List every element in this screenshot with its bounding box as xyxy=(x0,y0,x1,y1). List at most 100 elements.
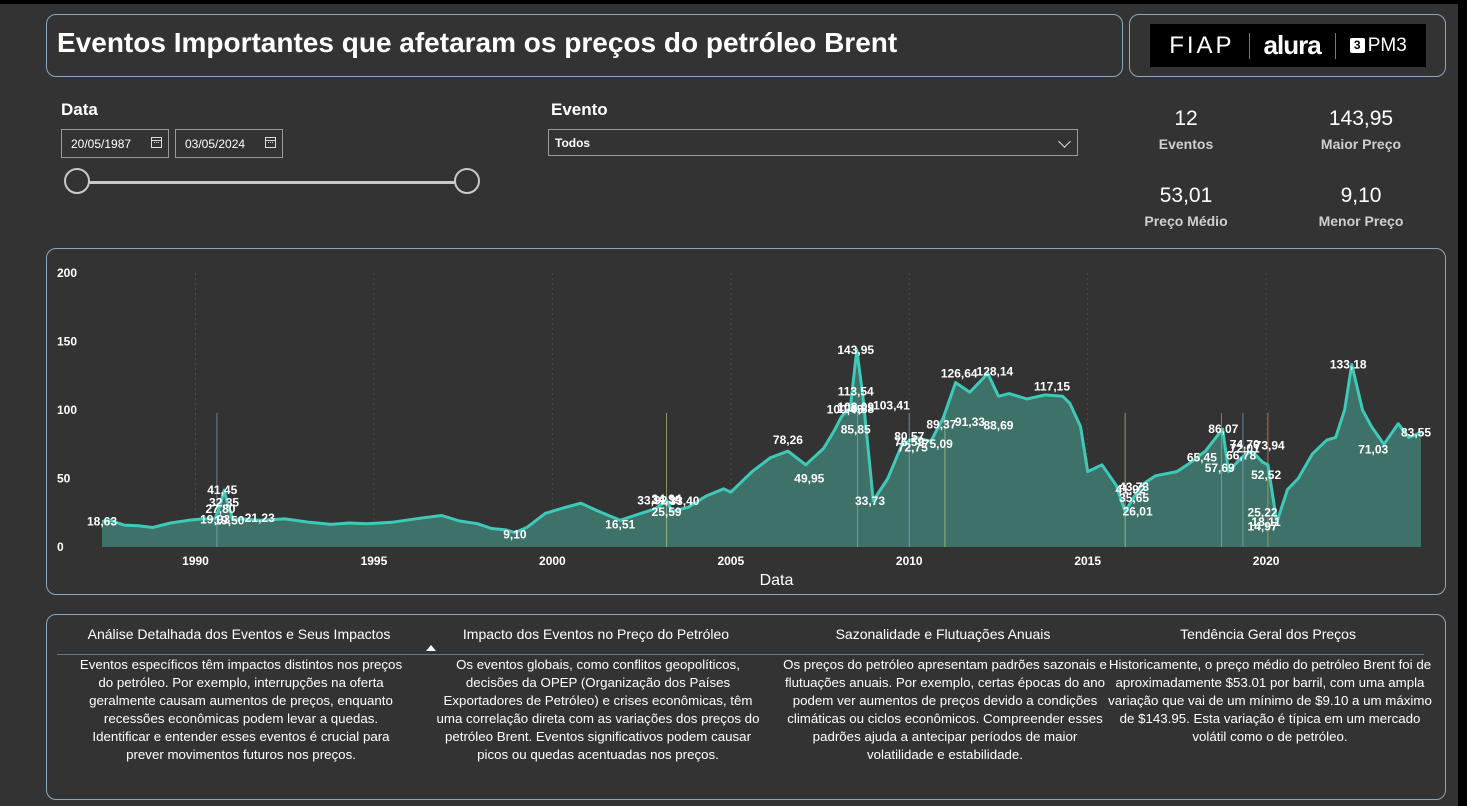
insight-text: Os preços do petróleo apresentam padrões… xyxy=(783,657,1107,762)
data-label: 41,92 xyxy=(1115,483,1145,497)
x-axis-title: Data xyxy=(760,572,794,589)
data-label: 91,33 xyxy=(955,415,985,429)
data-label: 128,14 xyxy=(977,364,1014,378)
kpi-events: 12 Eventos xyxy=(1096,107,1276,152)
y-tick-label: 100 xyxy=(57,403,77,417)
start-date-input[interactable]: 20/05/1987 xyxy=(61,129,169,158)
data-label: 18,11 xyxy=(1251,515,1281,529)
data-label: 72,75 xyxy=(898,440,928,454)
data-label: 75,09 xyxy=(923,437,953,451)
data-label: 76,59 xyxy=(894,435,924,449)
data-label: 43,73 xyxy=(1119,480,1149,494)
price-series-line xyxy=(101,348,1422,535)
x-tick-label: 1995 xyxy=(361,554,388,568)
date-range-end-handle[interactable] xyxy=(454,168,480,194)
date-range-slider-track[interactable] xyxy=(78,181,468,184)
price-chart-panel: 0 50 100 150 200 1990 1995 2000 2005 2010 2015 2020… xyxy=(46,248,1446,595)
kpi-events-value: 12 xyxy=(1174,107,1198,130)
data-label: 16,51 xyxy=(605,517,635,531)
pm3-logo-text: PM3 xyxy=(1367,34,1407,56)
event-dropdown[interactable]: Todos xyxy=(548,129,1078,156)
data-label: 66,78 xyxy=(1226,449,1256,463)
data-label: 73,94 xyxy=(1255,439,1285,453)
pm3-logo: 3 PM3 xyxy=(1349,34,1407,57)
insights-header-divider xyxy=(57,654,1424,655)
data-label: 117,15 xyxy=(1034,380,1070,394)
data-label: 86,07 xyxy=(1208,422,1238,436)
data-label: 19,50 xyxy=(214,513,244,527)
data-label: 57,69 xyxy=(1205,461,1235,475)
alura-logo: alura xyxy=(1263,30,1322,60)
event-filter-label: Evento xyxy=(551,100,608,119)
kpi-avg-price: 53,01 Preço Médio xyxy=(1096,184,1276,229)
data-label: 33,92 xyxy=(637,494,667,508)
data-label: 133,18 xyxy=(1330,358,1367,372)
insight-text: Eventos específicos têm impactos distint… xyxy=(79,657,403,762)
end-date-value: 03/05/2024 xyxy=(185,136,246,151)
price-area xyxy=(102,349,1421,547)
data-label: 34,39 xyxy=(652,493,682,507)
calendar-icon[interactable] xyxy=(151,137,162,148)
insight-title[interactable]: Tendência Geral dos Preços xyxy=(1180,626,1356,642)
fiap-logo: FIAP xyxy=(1169,31,1235,59)
date-range-start-handle[interactable] xyxy=(64,168,90,194)
pm3-mark-icon: 3 xyxy=(1349,38,1365,53)
date-filter-label: Data xyxy=(61,100,98,119)
page-title: Eventos Importantes que afetaram os preç… xyxy=(57,27,898,58)
data-label: 65,45 xyxy=(1187,450,1217,464)
insight-title[interactable]: Impacto dos Eventos no Preço do Petróleo xyxy=(462,626,730,642)
data-label: 72,01 xyxy=(1230,441,1260,455)
data-label: 19,93 xyxy=(200,513,230,527)
price-chart[interactable]: 0 50 100 150 200 1990 1995 2000 2005 2010 2015 2020… xyxy=(47,249,1445,594)
insight-text: Historicamente, o preço médio do petróle… xyxy=(1108,657,1432,744)
data-label: 25,59 xyxy=(652,505,682,519)
data-label: 71,03 xyxy=(1358,443,1388,457)
data-label: 18,63 xyxy=(87,514,117,528)
kpi-max-price-value: 143,95 xyxy=(1328,107,1394,130)
data-label: 88,69 xyxy=(983,418,1013,432)
insight-text: Os eventos globais, como conflitos geopo… xyxy=(436,657,760,762)
insight-title[interactable]: Sazonalidade e Flutuações Anuais xyxy=(835,626,1051,642)
y-tick-label: 50 xyxy=(57,472,71,486)
x-tick-label: 2000 xyxy=(539,554,566,568)
data-label: 33,73 xyxy=(855,494,885,508)
calendar-icon[interactable] xyxy=(265,137,276,148)
data-label: 25,22 xyxy=(1248,505,1278,519)
data-label: 14,97 xyxy=(1248,519,1278,533)
x-tick-label: 1990 xyxy=(182,554,209,568)
data-label: 49,95 xyxy=(794,472,824,486)
kpi-min-price: 9,10 Menor Preço xyxy=(1271,184,1451,229)
data-label: 33,40 xyxy=(669,494,699,508)
y-tick-label: 150 xyxy=(57,335,77,349)
logo-divider xyxy=(1248,32,1250,59)
kpi-min-price-value: 9,10 xyxy=(1340,184,1382,207)
kpi-events-label: Eventos xyxy=(1158,136,1214,152)
event-dropdown-value: Todos xyxy=(555,135,591,150)
kpi-min-price-label: Menor Preço xyxy=(1318,213,1404,229)
data-label: 78,26 xyxy=(773,433,803,447)
dashboard-canvas: Eventos Importantes que afetaram os preç… xyxy=(0,4,1458,806)
data-label: 100,88 xyxy=(837,402,874,416)
sort-arrow-icon[interactable] xyxy=(426,645,436,651)
data-label: 85,85 xyxy=(841,422,871,436)
title-panel: Eventos Importantes que afetaram os preç… xyxy=(46,14,1123,77)
data-label: 74,70 xyxy=(1230,438,1260,452)
data-label: 102,09 xyxy=(837,400,874,414)
kpi-avg-price-label: Preço Médio xyxy=(1144,213,1228,229)
end-date-input[interactable]: 03/05/2024 xyxy=(175,129,283,158)
data-label: 113,54 xyxy=(838,384,874,398)
x-tick-label: 2010 xyxy=(896,554,923,568)
data-label: 21,23 xyxy=(245,511,275,525)
data-label: 34,94 xyxy=(652,492,682,506)
data-label: 100,45 xyxy=(827,402,864,416)
data-label: 80,57 xyxy=(894,430,924,444)
chevron-down-icon xyxy=(1058,135,1071,148)
insight-title[interactable]: Análise Detalhada dos Eventos e Seus Imp… xyxy=(87,626,391,642)
data-label: 9,10 xyxy=(503,528,527,542)
x-tick-label: 2005 xyxy=(717,554,744,568)
data-label: 143,95 xyxy=(837,343,874,357)
data-label: 41,45 xyxy=(207,483,237,497)
start-date-value: 20/05/1987 xyxy=(71,136,132,151)
data-label: 103,41 xyxy=(873,398,910,412)
data-label: 89,37 xyxy=(926,418,956,432)
